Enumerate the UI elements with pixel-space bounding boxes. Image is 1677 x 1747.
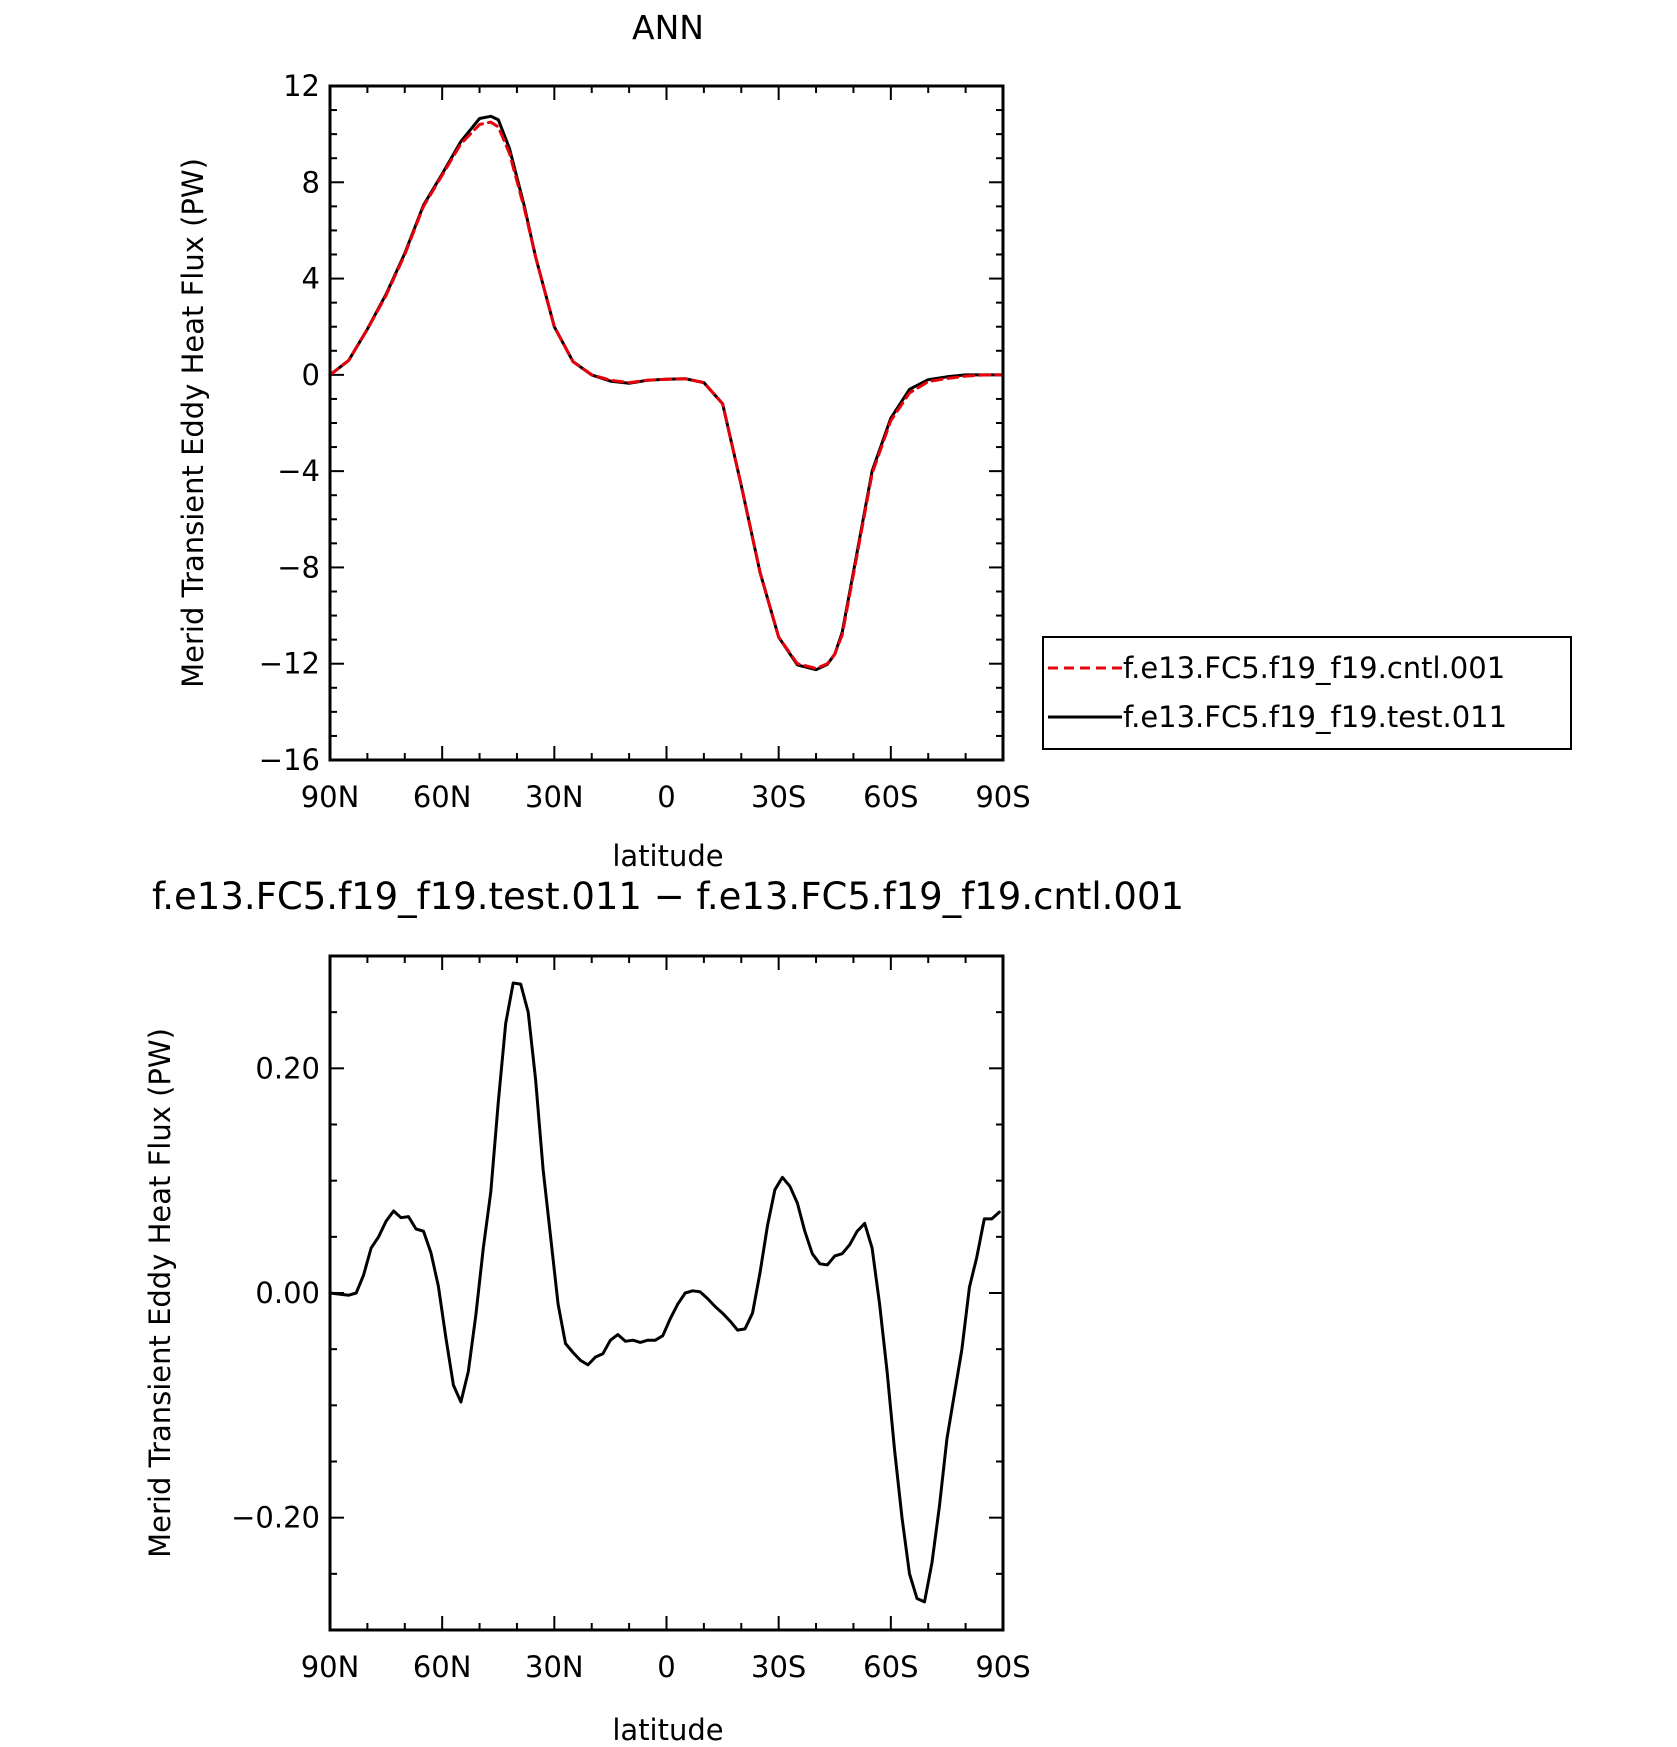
series-line-0	[328, 981, 1001, 1604]
x-tick-label: 90N	[301, 1650, 360, 1684]
tick-labels: 90N 60N 30N 0 30S 60S 90S 12 8 4 0 −4 −8 −12 −16	[259, 69, 1031, 814]
tick-labels: 90N 60N 30N 0 30S 60S 90S 0.20 0.00 −0.20	[231, 1051, 1031, 1684]
x-tick-label: 60S	[863, 780, 918, 814]
axis-ticks	[329, 85, 1004, 761]
y-tick-label: −12	[259, 647, 320, 681]
y-tick-label: 0	[302, 358, 320, 392]
y-tick-label: 8	[302, 165, 320, 199]
x-tick-label: 30N	[525, 780, 584, 814]
x-axis-label: latitude	[612, 1713, 723, 1747]
series-line-0	[328, 120, 1005, 670]
panel-climatology: ANN Merid Transient Eddy Heat Flux (PW) …	[176, 8, 1572, 873]
y-axis-label: Merid Transient Eddy Heat Flux (PW)	[176, 158, 210, 688]
plot-frame	[328, 84, 1005, 762]
y-tick-label: 0.20	[255, 1051, 320, 1085]
series-layer	[328, 981, 1001, 1604]
y-tick-label: −8	[277, 550, 320, 584]
legend-label-test: f.e13.FC5.f19_f19.test.011	[1123, 700, 1507, 734]
x-tick-label: 90S	[975, 780, 1030, 814]
y-tick-label: −0.20	[231, 1501, 320, 1535]
y-tick-label: −4	[277, 454, 320, 488]
x-axis-label: latitude	[612, 839, 723, 873]
series-line-1	[328, 114, 1005, 672]
chart-title: ANN	[632, 8, 704, 47]
y-tick-label: 0.00	[255, 1276, 320, 1310]
legend: f.e13.FC5.f19_f19.cntl.001 f.e13.FC5.f19…	[1042, 636, 1572, 750]
y-axis-label: Merid Transient Eddy Heat Flux (PW)	[143, 1028, 177, 1558]
x-tick-label: 90N	[301, 780, 360, 814]
x-tick-label: 60S	[863, 1650, 918, 1684]
legend-box	[1042, 636, 1572, 750]
y-tick-label: −16	[259, 743, 320, 777]
x-tick-label: 90S	[975, 1650, 1030, 1684]
series-layer	[328, 114, 1005, 672]
panel-difference: f.e13.FC5.f19_f19.test.011 − f.e13.FC5.f…	[143, 875, 1184, 1747]
chart-title: f.e13.FC5.f19_f19.test.011 − f.e13.FC5.f…	[152, 875, 1184, 918]
x-tick-label: 0	[657, 780, 675, 814]
x-tick-label: 60N	[413, 1650, 472, 1684]
x-tick-label: 0	[657, 1650, 675, 1684]
x-tick-label: 30N	[525, 1650, 584, 1684]
y-tick-label: 4	[302, 262, 320, 296]
y-tick-label: 12	[283, 69, 320, 103]
x-tick-label: 60N	[413, 780, 472, 814]
plot-frame	[328, 954, 1005, 1632]
x-tick-label: 30S	[751, 780, 806, 814]
x-tick-label: 30S	[751, 1650, 806, 1684]
legend-label-cntl: f.e13.FC5.f19_f19.cntl.001	[1123, 651, 1505, 685]
